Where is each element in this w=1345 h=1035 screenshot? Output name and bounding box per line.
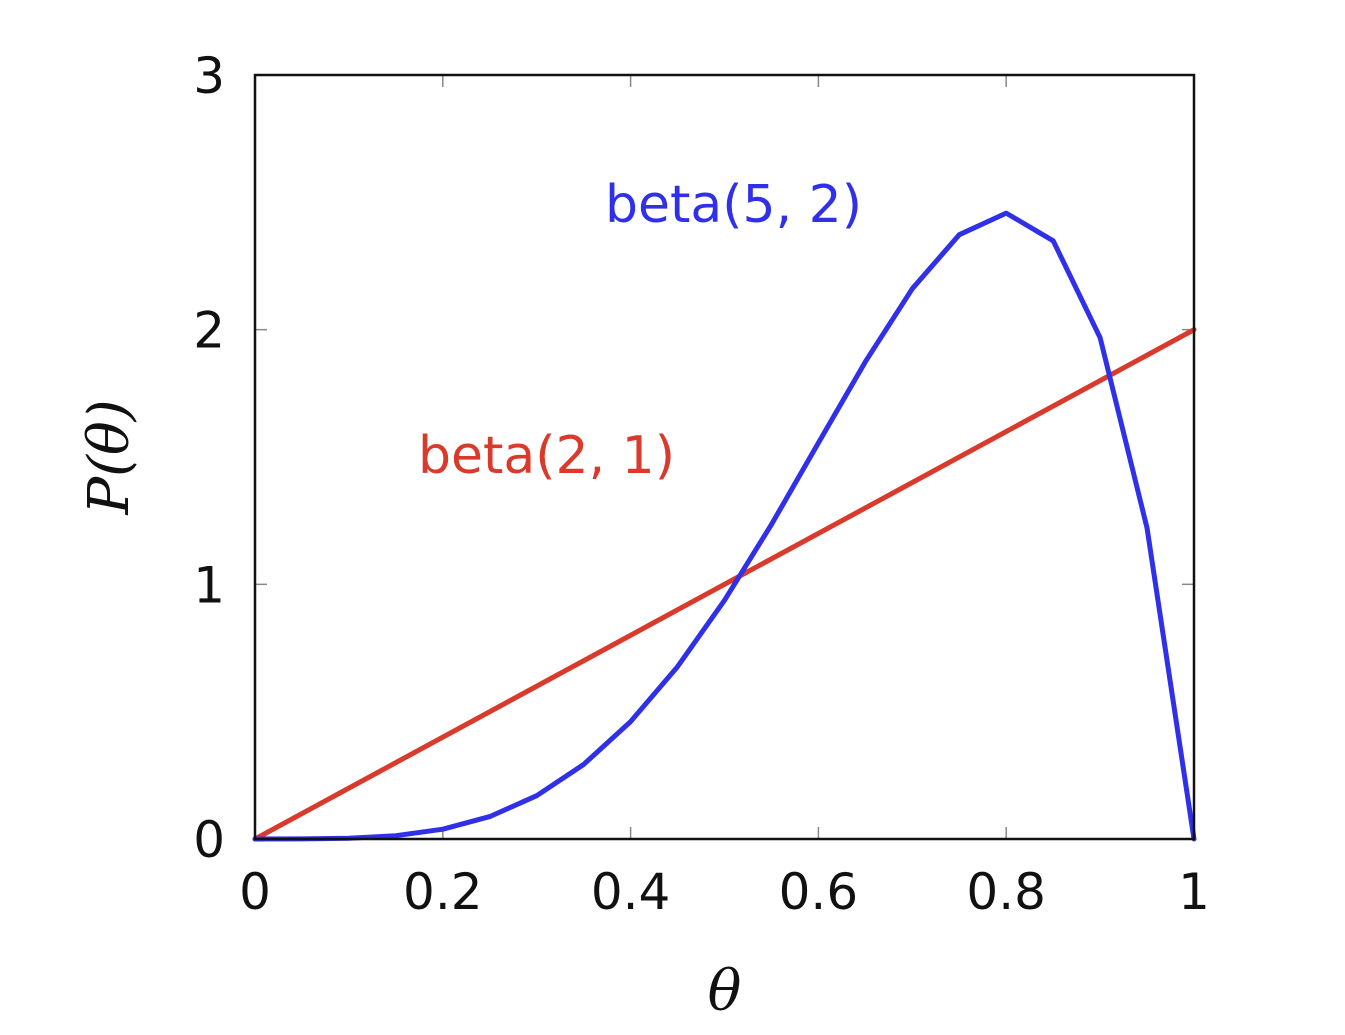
series-label-beta-5-2: beta(5, 2) — [605, 175, 862, 235]
x-tick-label: 1 — [1178, 863, 1210, 921]
x-tick-label: 0.4 — [591, 863, 671, 921]
y-tick-label: 3 — [193, 47, 225, 105]
plot-area-frame — [253, 73, 1196, 841]
y-tick-label: 1 — [193, 556, 225, 614]
series-label-beta-2-1: beta(2, 1) — [418, 426, 675, 486]
x-axis-label: θ — [708, 959, 742, 1024]
x-tick-label: 0 — [239, 863, 271, 921]
y-tick-label: 0 — [193, 811, 225, 869]
x-tick-label: 0.2 — [403, 863, 483, 921]
y-axis-label: P(θ) — [77, 399, 142, 515]
series-lines — [252, 210, 1197, 842]
tick-labels: 0 0.2 0.4 0.6 0.8 1 0 1 2 3 — [193, 47, 1210, 921]
series-line-beta-5-2 — [252, 210, 1197, 842]
y-tick-label: 2 — [193, 302, 225, 360]
x-tick-label: 0.8 — [966, 863, 1046, 921]
series-line-beta-2-1 — [252, 327, 1197, 842]
x-tick-label: 0.6 — [779, 863, 859, 921]
